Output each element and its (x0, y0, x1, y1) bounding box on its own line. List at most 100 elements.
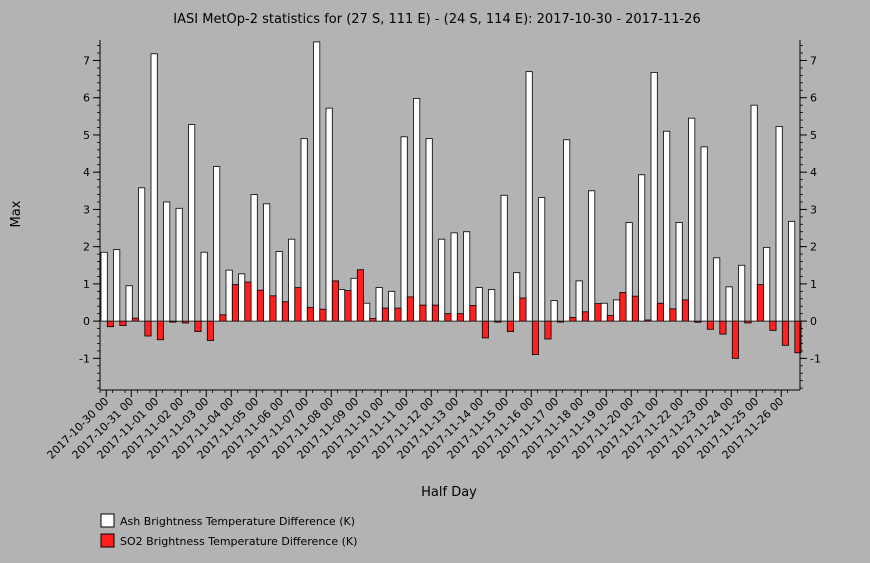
so2-bar-7 (194, 320, 202, 332)
so2-bar-32 (506, 320, 514, 332)
so2-bar-48 (706, 320, 714, 330)
ash-bar-10 (225, 269, 233, 322)
y-tick-label-left: 1 (83, 278, 90, 291)
so2-bar-6 (181, 320, 190, 324)
ash-bar-21 (363, 302, 371, 322)
ash-bar-48 (700, 146, 708, 322)
so2-bar-5 (169, 320, 177, 323)
so2-bar-25 (419, 304, 427, 322)
y-tick-label-right: 2 (810, 241, 817, 254)
ash-bar-52 (750, 104, 758, 322)
y-tick-label-left: 2 (83, 241, 90, 254)
ash-bar-6 (175, 207, 183, 322)
ash-bar-15 (288, 238, 296, 322)
so2-bar-28 (456, 313, 464, 322)
ash-bar-34 (525, 71, 533, 322)
ash-bar-45 (663, 130, 671, 322)
ash-bar-11 (238, 273, 246, 322)
ash-bar-18 (325, 107, 333, 322)
so2-bar-50 (731, 320, 739, 359)
so2-bar-2 (131, 317, 140, 322)
y-tick-label-left: 3 (83, 203, 90, 216)
so2-bar-27 (444, 313, 452, 322)
ash-bar-47 (688, 117, 696, 322)
so2-bar-3 (144, 320, 152, 337)
ash-bar-49 (713, 257, 721, 322)
ash-bar-5 (163, 201, 171, 322)
y-tick-label-left: 5 (83, 129, 90, 142)
ash-bar-53 (763, 246, 771, 322)
ash-bar-41 (613, 299, 621, 322)
ash-bar-12 (250, 194, 258, 322)
ash-bar-29 (463, 231, 471, 322)
ash-bar-39 (588, 190, 596, 322)
ash-bar-19 (338, 289, 346, 322)
so2-bar-46 (681, 299, 689, 322)
y-tick-label-right: 1 (810, 278, 817, 291)
so2-bar-54 (781, 320, 789, 346)
ash-bar-37 (563, 139, 571, 322)
ash-bar-17 (313, 41, 321, 322)
so2-bar-8 (206, 320, 215, 341)
ash-bar-23 (388, 290, 396, 322)
so2-bar-41 (619, 292, 627, 322)
y-tick-label-left: 0 (83, 315, 90, 328)
ash-bar-50 (725, 286, 733, 322)
so2-bar-43 (644, 319, 652, 322)
ash-bar-33 (513, 272, 521, 322)
chart-title: IASI MetOp-2 statistics for (27 S, 111 E… (173, 12, 700, 27)
ash-bar-7 (188, 124, 196, 322)
ash-bar-22 (375, 287, 383, 322)
so2-bar-31 (494, 320, 502, 323)
y-axis-label: Max (9, 200, 24, 227)
ash-bar-3 (138, 187, 146, 322)
so2-bar-44 (656, 302, 664, 322)
so2-bar-38 (581, 311, 589, 322)
so2-bar-55 (794, 320, 802, 354)
ash-bar-44 (650, 71, 658, 322)
so2-bar-13 (269, 295, 277, 322)
legend-label-ash: Ash Brightness Temperature Difference (K… (120, 515, 355, 528)
so2-bar-10 (231, 284, 240, 322)
ash-bar-46 (675, 222, 683, 322)
ash-bar-31 (488, 289, 496, 322)
ash-bar-35 (538, 197, 546, 322)
ash-bar-0 (100, 251, 108, 322)
y-tick-label-right: 7 (810, 54, 817, 67)
so2-bar-37 (569, 316, 577, 322)
y-tick-label-right: 6 (810, 92, 817, 105)
so2-bar-20 (356, 269, 364, 322)
so2-bar-15 (294, 287, 302, 322)
so2-bar-4 (156, 320, 165, 341)
so2-bar-16 (306, 306, 314, 322)
bars-layer (100, 41, 802, 359)
so2-bar-49 (719, 320, 727, 335)
so2-bar-35 (544, 320, 552, 340)
so2-bar-33 (519, 297, 527, 322)
ash-bar-55 (788, 220, 796, 322)
ash-bar-4 (150, 53, 158, 322)
ash-bar-38 (575, 280, 583, 322)
ash-bar-16 (300, 138, 308, 322)
so2-bar-30 (481, 320, 489, 339)
so2-bar-0 (106, 320, 115, 328)
ash-bar-26 (425, 138, 433, 322)
ash-bar-36 (550, 300, 558, 322)
so2-bar-14 (281, 301, 289, 322)
ash-bar-9 (213, 166, 221, 322)
so2-bar-19 (344, 290, 352, 322)
so2-bar-51 (744, 320, 752, 324)
ash-bar-8 (200, 251, 208, 322)
ash-bar-40 (600, 302, 608, 322)
ash-bar-42 (625, 222, 633, 322)
ash-bar-20 (350, 277, 358, 322)
so2-bar-36 (556, 320, 564, 323)
ash-bar-51 (738, 264, 746, 322)
so2-bar-23 (394, 307, 402, 322)
so2-bar-53 (769, 320, 777, 331)
ash-bar-14 (275, 251, 283, 322)
so2-bar-18 (331, 280, 339, 322)
so2-bar-1 (119, 320, 127, 326)
